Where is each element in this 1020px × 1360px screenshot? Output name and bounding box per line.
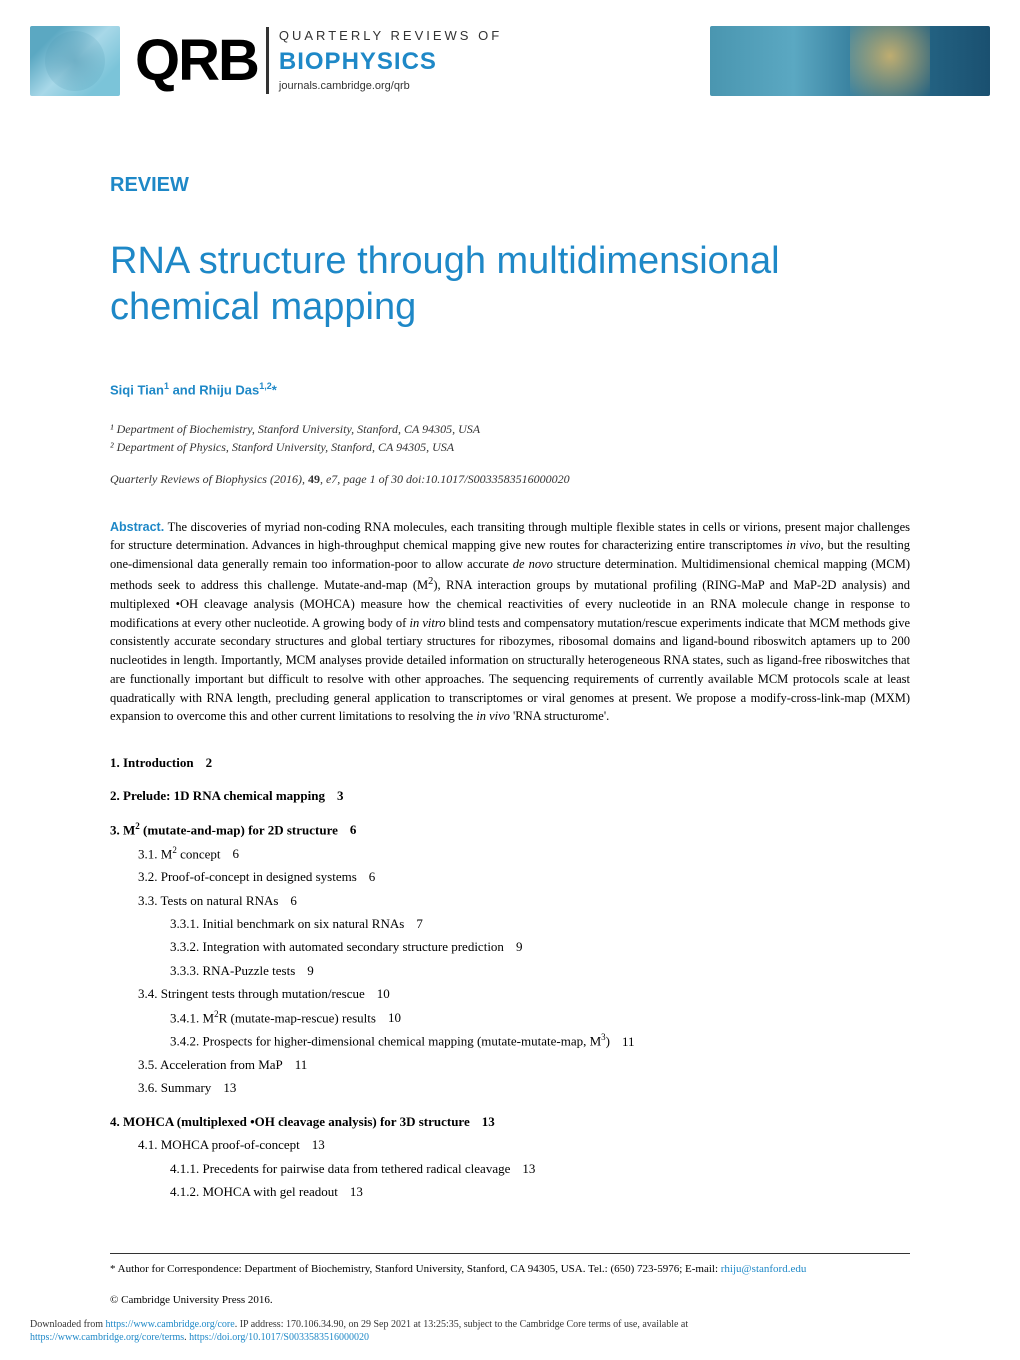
- journal-header-banner: QRB QUARTERLY REVIEWS OF BIOPHYSICS jour…: [0, 0, 1020, 111]
- article-type-label: REVIEW: [110, 171, 910, 199]
- toc-entry: 4.1. MOHCA proof-of-concept13: [110, 1133, 910, 1156]
- toc-entry: 3.6. Summary13: [110, 1076, 910, 1099]
- toc-entry: 3.3. Tests on natural RNAs6: [110, 889, 910, 912]
- cambridge-core-link[interactable]: https://www.cambridge.org/core: [106, 1319, 235, 1330]
- correspondence-text: * Author for Correspondence: Department …: [110, 1263, 721, 1275]
- header-image-right: [710, 26, 990, 96]
- article-content: REVIEW RNA structure through multidimens…: [0, 111, 1020, 1223]
- affiliation-1: ¹ Department of Biochemistry, Stanford U…: [110, 420, 910, 438]
- toc-entry: 3. M2 (mutate-and-map) for 2D structure6: [110, 818, 910, 842]
- toc-entry: 3.1. M2 concept6: [110, 842, 910, 866]
- affiliation-2: ² Department of Physics, Stanford Univer…: [110, 438, 910, 456]
- table-of-contents: 1. Introduction2 2. Prelude: 1D RNA chem…: [110, 751, 910, 1203]
- header-image-left: [30, 26, 120, 96]
- article-citation: Quarterly Reviews of Biophysics (2016), …: [110, 471, 910, 488]
- toc-entry: 3.4.2. Prospects for higher-dimensional …: [110, 1029, 910, 1053]
- abstract-label: Abstract.: [110, 520, 164, 534]
- logo-abbreviation: QRB: [135, 20, 258, 101]
- toc-entry: 3.3.2. Integration with automated second…: [110, 935, 910, 958]
- citation-year: (2016),: [270, 472, 305, 486]
- article-abstract: Abstract. The discoveries of myriad non-…: [110, 518, 910, 726]
- logo-journal-name: BIOPHYSICS: [279, 45, 502, 79]
- toc-entry: 3.4. Stringent tests through mutation/re…: [110, 982, 910, 1005]
- doi-link[interactable]: https://doi.org/10.1017/S003358351600002…: [189, 1332, 369, 1343]
- toc-entry: 3.3.1. Initial benchmark on six natural …: [110, 912, 910, 935]
- logo-url: journals.cambridge.org/qrb: [279, 79, 502, 94]
- footer-divider: [110, 1253, 910, 1254]
- author-affiliations: ¹ Department of Biochemistry, Stanford U…: [110, 420, 910, 456]
- copyright-notice: © Cambridge University Press 2016.: [0, 1293, 1020, 1308]
- toc-entry: 1. Introduction2: [110, 751, 910, 774]
- citation-rest: , e7, page 1 of 30 doi:10.1017/S00335835…: [320, 472, 570, 486]
- journal-logo: QRB QUARTERLY REVIEWS OF BIOPHYSICS jour…: [135, 20, 502, 101]
- logo-subtitle-block: QUARTERLY REVIEWS OF BIOPHYSICS journals…: [266, 27, 502, 94]
- toc-entry: 3.3.3. RNA-Puzzle tests9: [110, 959, 910, 982]
- toc-entry: 3.5. Acceleration from MaP11: [110, 1053, 910, 1076]
- citation-journal: Quarterly Reviews of Biophysics: [110, 472, 267, 486]
- toc-entry: 4.1.2. MOHCA with gel readout13: [110, 1180, 910, 1203]
- toc-entry: 3.2. Proof-of-concept in designed system…: [110, 865, 910, 888]
- article-authors: Siqi Tian1 and Rhiju Das1,2*: [110, 380, 910, 400]
- toc-entry: 3.4.1. M2R (mutate-map-rescue) results10: [110, 1006, 910, 1030]
- toc-entry: 4. MOHCA (multiplexed •OH cleavage analy…: [110, 1110, 910, 1133]
- toc-entry: 2. Prelude: 1D RNA chemical mapping3: [110, 784, 910, 807]
- citation-volume: 49: [308, 472, 320, 486]
- download-metadata: Downloaded from https://www.cambridge.or…: [0, 1316, 1020, 1346]
- toc-entry: 4.1.1. Precedents for pairwise data from…: [110, 1157, 910, 1180]
- article-title: RNA structure through multidimensional c…: [110, 239, 910, 330]
- correspondence-note: * Author for Correspondence: Department …: [0, 1262, 1020, 1277]
- logo-tagline: QUARTERLY REVIEWS OF: [279, 27, 502, 45]
- abstract-text: The discoveries of myriad non-coding RNA…: [110, 520, 910, 724]
- correspondence-email-link[interactable]: rhiju@stanford.edu: [721, 1263, 807, 1275]
- cambridge-terms-link[interactable]: https://www.cambridge.org/core/terms: [30, 1332, 184, 1343]
